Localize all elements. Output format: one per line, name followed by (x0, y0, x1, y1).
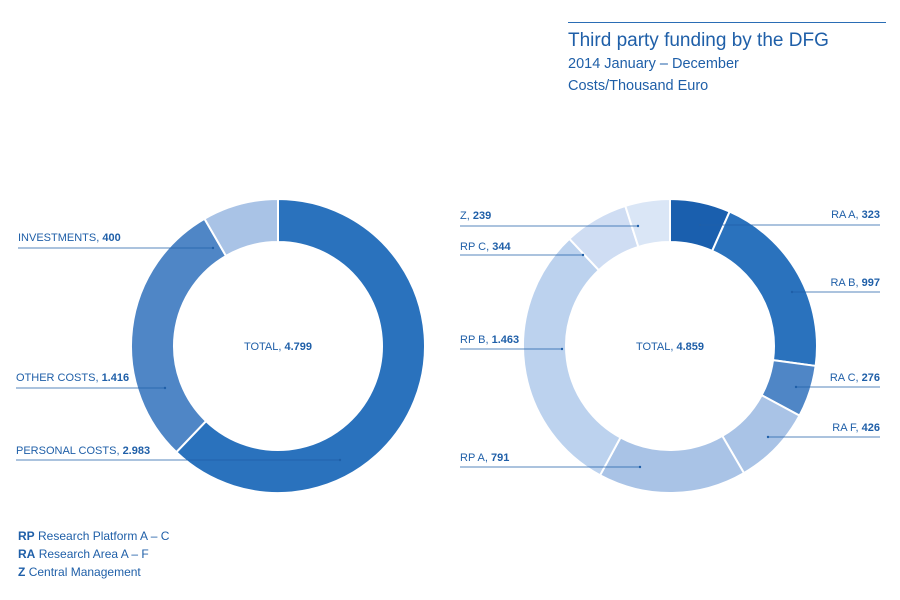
slice-label-rp-c: RP C, 344 (460, 241, 511, 253)
slice-rp-b[interactable] (522, 237, 622, 477)
leader-dot-rp-b (560, 347, 564, 351)
slice-investments[interactable] (203, 197, 279, 258)
leader-dot-z (636, 224, 640, 228)
slice-label-other-costs: OTHER COSTS, 1.416 (16, 372, 129, 384)
legend-item-z: Z Central Management (18, 565, 141, 579)
slice-label-ra-b: RA B, 997 (830, 277, 880, 289)
slice-label-ra-a: RA A, 323 (831, 209, 880, 221)
abbreviation-legend: RP Research Platform A – C RA Research A… (18, 527, 169, 581)
legend-item-rp: RP Research Platform A – C (18, 529, 170, 543)
chart-unit: Costs/Thousand Euro (568, 78, 709, 94)
leader-dot-personal-costs (338, 458, 342, 462)
slice-label-z: Z, 239 (460, 210, 491, 222)
leader-dot-investments (211, 246, 215, 250)
slice-rp-a[interactable] (598, 434, 746, 494)
chart-title: Third party funding by the DFG (568, 30, 829, 51)
slice-personal-costs[interactable] (174, 197, 426, 494)
leader-dot-ra-c (794, 385, 798, 389)
leader-dot-rp-a (638, 465, 642, 469)
leader-dot-ra-b (790, 290, 794, 294)
slice-label-ra-c: RA C, 276 (830, 372, 880, 384)
donut-chart-2: RA A, 323 RA B, 997 RA C, 276 RA F, 426 RP A… (460, 197, 880, 494)
leader-dot-other-costs (163, 386, 167, 390)
legend-item-ra: RA Research Area A – F (18, 547, 149, 561)
chart-period: 2014 January – December (568, 56, 739, 72)
slice-label-personal-costs: PERSONAL COSTS, 2.983 (16, 445, 150, 457)
center-total-label: TOTAL, 4.799 (244, 341, 312, 353)
slice-label-rp-a: RP A, 791 (460, 452, 509, 464)
slice-z[interactable] (624, 197, 671, 249)
slice-label-investments: INVESTMENTS, 400 (18, 232, 121, 244)
leader-dot-ra-f (766, 435, 770, 439)
slice-ra-b[interactable] (710, 210, 818, 368)
chart-header: Third party funding by the DFG 2014 Janu… (568, 22, 886, 97)
header-rule (568, 22, 886, 23)
donut-chart-1: PERSONAL COSTS, 2.983 OTHER COSTS, 1.416 I… (16, 197, 426, 494)
center-total-label: TOTAL, 4.859 (636, 341, 704, 353)
slice-other-costs[interactable] (130, 217, 228, 454)
slice-label-ra-f: RA F, 426 (832, 422, 880, 434)
slice-label-rp-b: RP B, 1.463 (460, 334, 519, 346)
leader-dot-ra-a (698, 223, 702, 227)
leader-dot-rp-c (581, 253, 585, 257)
